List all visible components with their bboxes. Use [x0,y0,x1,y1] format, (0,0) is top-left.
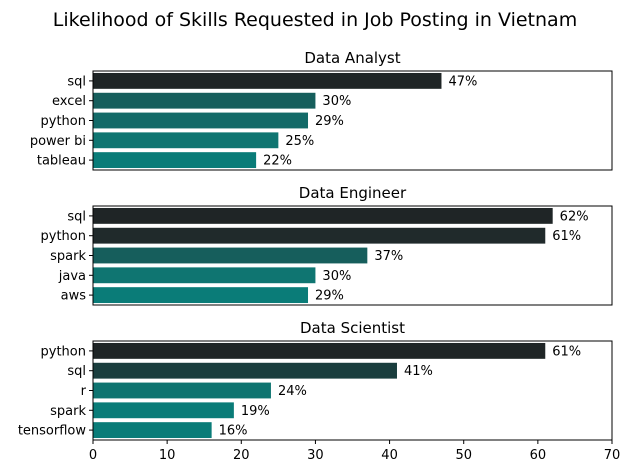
category-label: tensorflow [18,424,87,439]
panel-data-scientist: Data Scientist python 61% sql 41% r 24% spark 19… [18,319,613,441]
bar [93,227,546,244]
panel-title: Data Scientist [300,319,405,337]
bar [93,132,279,149]
data-label: 41% [404,364,433,379]
panel-data-engineer: Data Engineer sql 62% python 61% spark 37% java… [41,184,613,306]
x-tick-label: 60 [530,448,547,463]
category-label: aws [61,289,87,304]
category-label: power bi [30,134,86,149]
bar [93,402,234,419]
data-label: 16% [219,424,248,439]
category-label: excel [52,94,86,109]
category-label: python [41,229,86,244]
data-label: 29% [315,114,344,129]
bar [93,92,316,109]
data-label: 30% [322,269,351,284]
category-label: java [58,269,86,284]
panel-data-analyst: Data Analyst sql 47% excel 30% python 29% power… [30,49,613,171]
data-label: 30% [322,94,351,109]
bar [93,287,309,304]
data-label: 24% [278,384,307,399]
x-tick-label: 70 [604,448,621,463]
x-axis: 0 10 20 30 40 50 60 70 [89,440,620,463]
data-label: 61% [552,229,581,244]
data-label: 37% [374,249,403,264]
category-label: sql [67,364,86,379]
category-label: spark [50,404,86,419]
plot-frame [92,340,613,441]
data-label: 47% [448,74,477,89]
chart-title: Likelihood of Skills Requested in Job Po… [53,9,577,31]
x-tick-label: 20 [233,448,250,463]
category-label: sql [67,74,86,89]
bar [93,112,309,129]
plot-frame [92,70,613,171]
x-tick-label: 30 [307,448,324,463]
x-tick-label: 40 [381,448,398,463]
category-label: tableau [37,154,86,169]
bar [93,362,397,379]
data-label: 61% [552,344,581,359]
data-label: 29% [315,289,344,304]
category-label: r [81,384,87,399]
category-label: python [41,114,86,129]
data-label: 22% [263,154,292,169]
category-label: sql [67,209,86,224]
category-label: python [41,344,86,359]
panel-title: Data Analyst [304,49,400,67]
x-tick-label: 50 [455,448,472,463]
bar [93,267,316,284]
bar [93,72,442,89]
plot-frame [92,205,613,306]
panel-title: Data Engineer [299,184,407,202]
data-label: 25% [285,134,314,149]
bar [93,382,271,399]
x-tick-label: 10 [159,448,176,463]
bar [93,342,546,359]
bar [93,207,553,224]
bar [93,247,368,264]
bar [93,422,212,439]
data-label: 62% [560,209,589,224]
bar [93,152,257,169]
panels: Data Analyst sql 47% excel 30% python 29% power… [18,49,613,441]
category-label: spark [50,249,86,264]
x-tick-label: 0 [89,448,97,463]
data-label: 19% [241,404,270,419]
